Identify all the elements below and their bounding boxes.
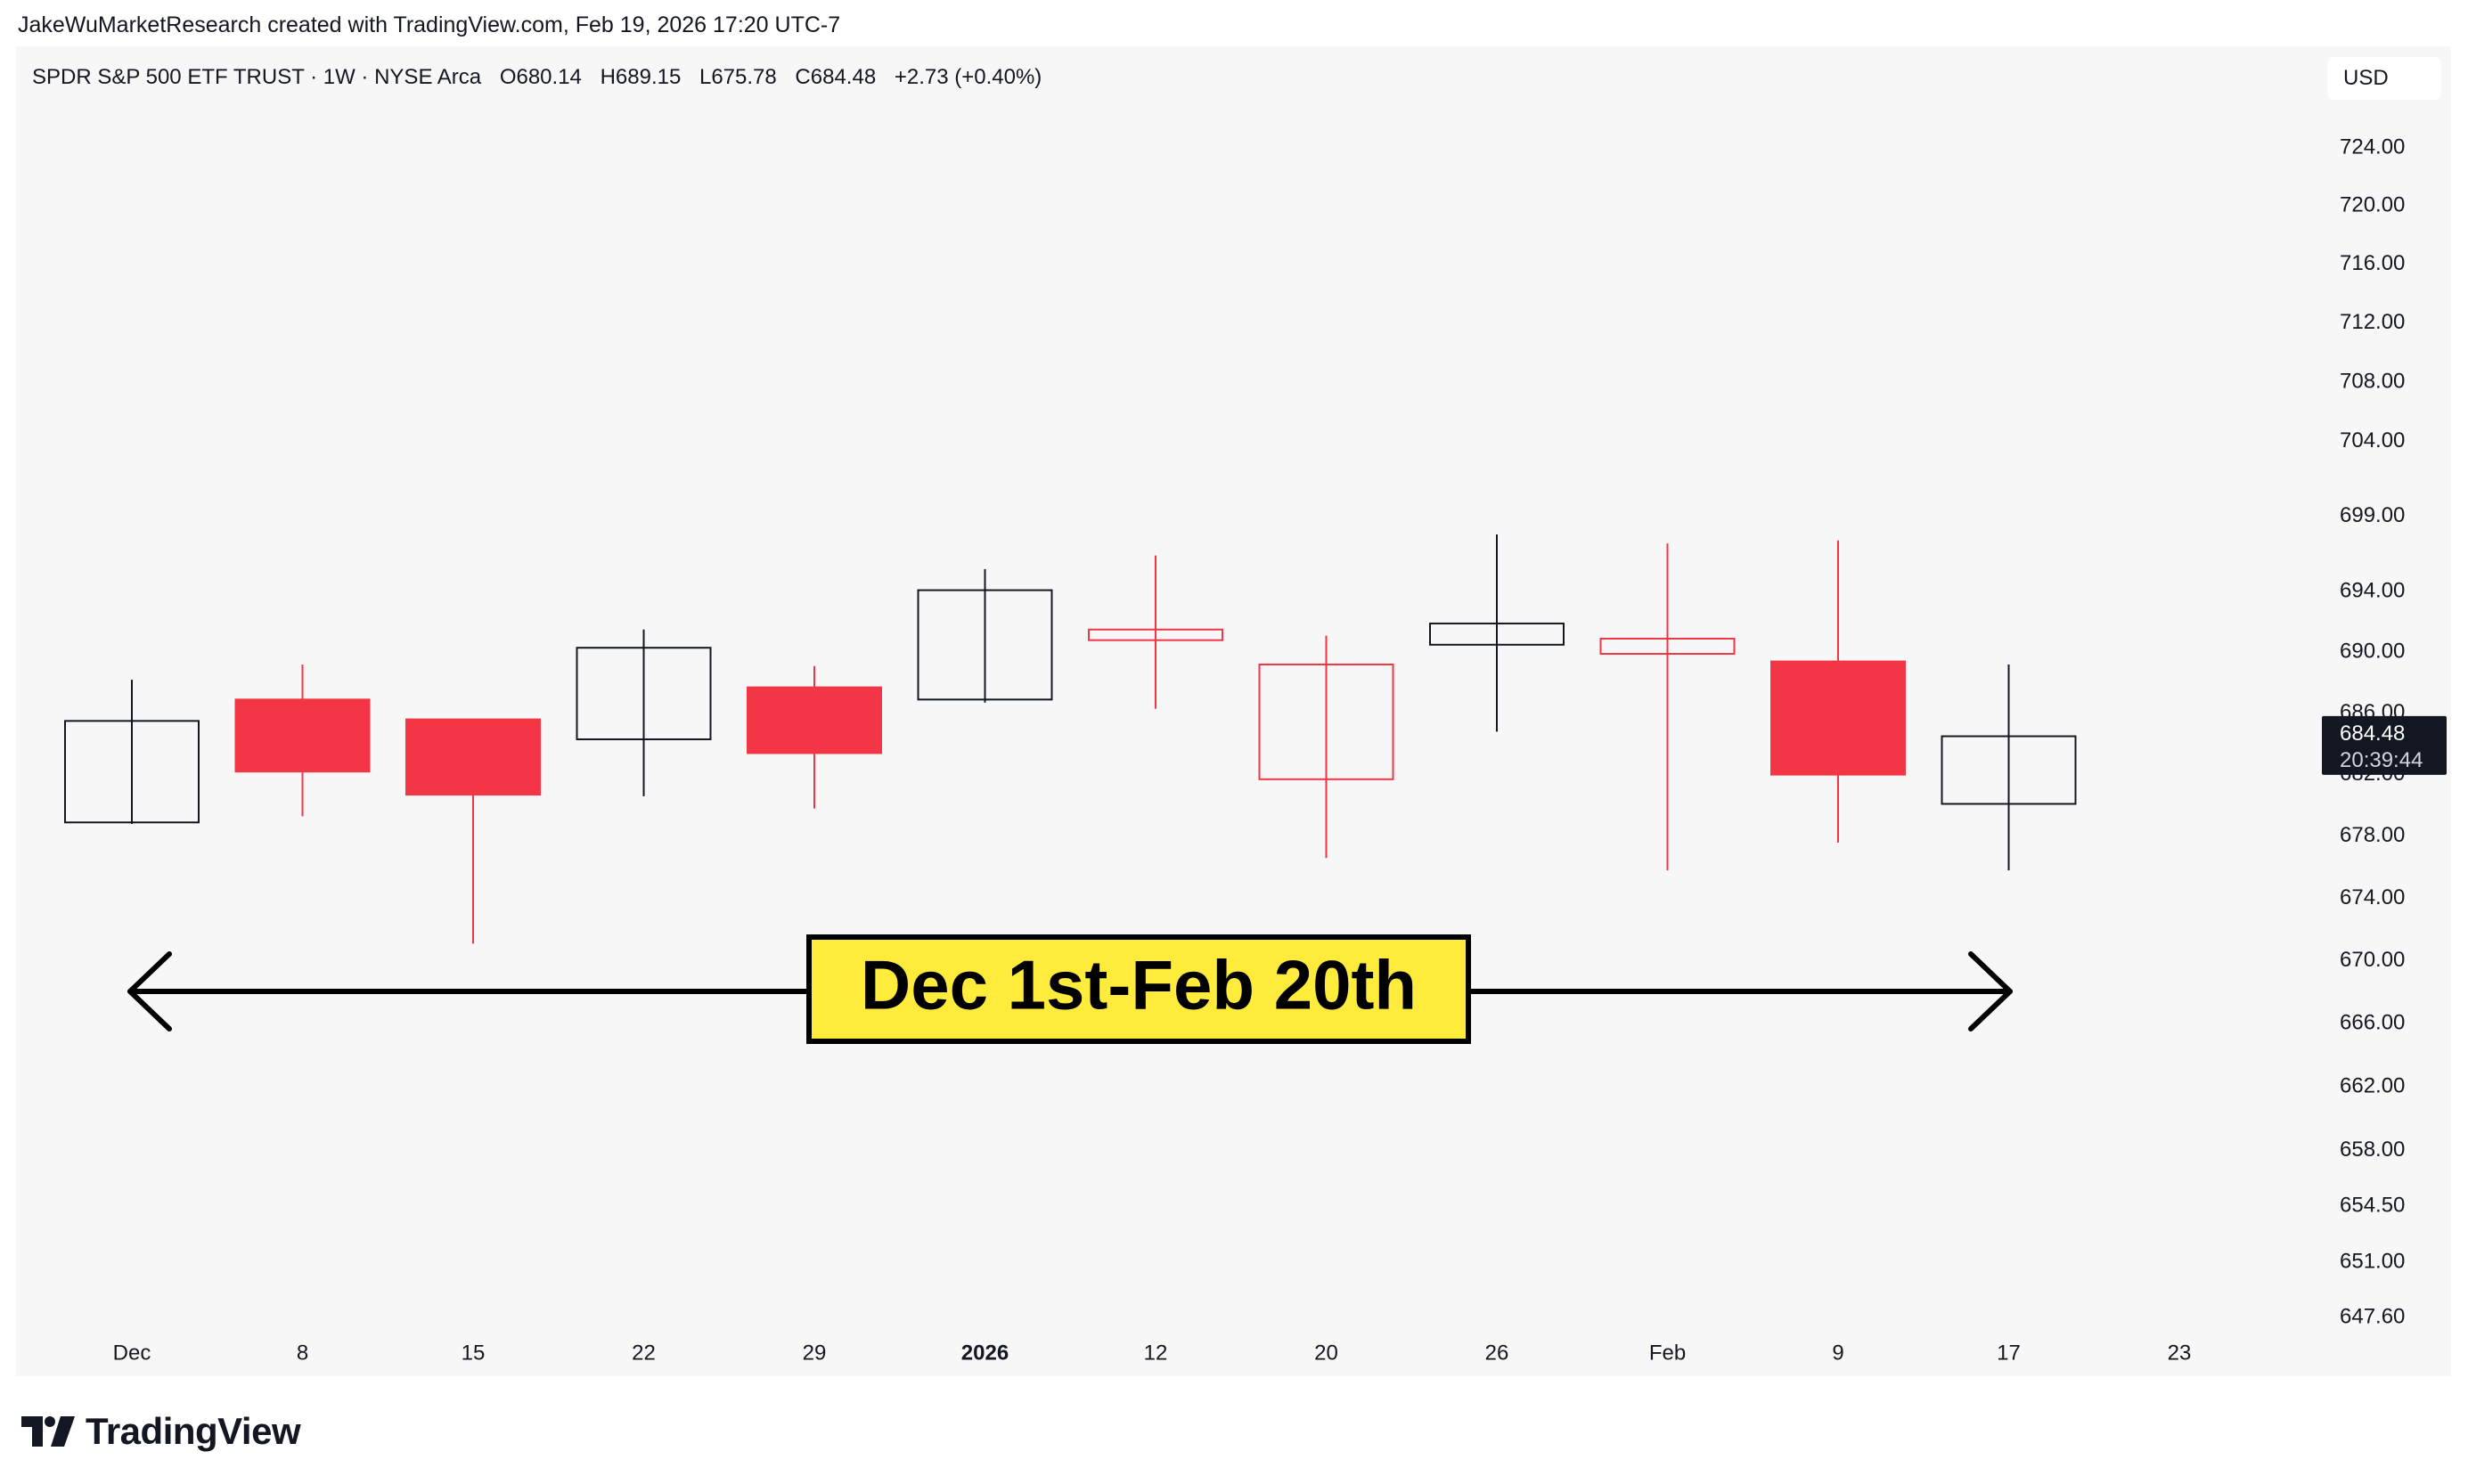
candle-body[interactable] (576, 647, 712, 740)
candle-body[interactable] (234, 698, 371, 773)
last-price-marker (2322, 715, 2447, 775)
ohlc-change: +2.73 (+0.40%) (894, 65, 1042, 89)
y-axis-tick-label: 658.00 (2340, 1137, 2405, 1162)
y-axis-tick-label: 699.00 (2340, 503, 2405, 527)
annotation-arrow-right-head (1968, 951, 2013, 1031)
y-axis-tick-label: 647.60 (2340, 1304, 2405, 1328)
x-axis-tick-label: 29 (803, 1341, 827, 1365)
annotation-label-text: Dec 1st-Feb 20th (861, 946, 1417, 1024)
candle-body[interactable] (1599, 637, 1736, 656)
y-axis-tick-label: 662.00 (2340, 1073, 2405, 1097)
y-axis-tick-label: 712.00 (2340, 310, 2405, 334)
y-axis-tick-label: 670.00 (2340, 948, 2405, 972)
y-axis-tick-label: 720.00 (2340, 193, 2405, 217)
y-axis-tick-label: 704.00 (2340, 428, 2405, 453)
candle-body[interactable] (1941, 735, 2077, 805)
candle-body[interactable] (1088, 628, 1223, 641)
y-axis-tick-label: 674.00 (2340, 885, 2405, 909)
ohlc-high: H689.15 (600, 65, 682, 89)
candle-body[interactable] (1258, 663, 1394, 780)
x-axis-tick-label: Feb (1649, 1341, 1686, 1365)
tradingview-logo[interactable]: TradingView (21, 1407, 301, 1455)
y-axis-tick-label: 724.00 (2340, 135, 2405, 159)
ohlc-open: O680.14 (499, 65, 582, 89)
annotation-arrow-left-head (127, 951, 172, 1031)
x-axis-tick-label: 2026 (961, 1341, 1009, 1365)
symbol-legend: SPDR S&P 500 ETF TRUST · 1W · NYSE Arca … (32, 65, 1054, 90)
candle-body[interactable] (1770, 660, 1906, 776)
chart-area[interactable]: 724.00 720.00 716.00 712.00 708.00 704.00 699.… (16, 46, 2451, 1376)
y-axis-tick-label: 690.00 (2340, 640, 2405, 664)
annotation-label-box[interactable] (806, 934, 1471, 1044)
tradingview-logo-icon (21, 1416, 75, 1447)
symbol-name[interactable]: SPDR S&P 500 ETF TRUST · 1W · NYSE Arca (32, 65, 482, 89)
x-axis-tick-label: 17 (1997, 1341, 2021, 1365)
x-axis-tick-label: 15 (462, 1341, 486, 1365)
candle-body[interactable] (1429, 622, 1565, 646)
bar-countdown-label: 20:39:44 (2340, 748, 2423, 772)
x-axis-tick-label: 26 (1485, 1341, 1509, 1365)
candle-body[interactable] (747, 686, 882, 754)
x-axis-tick-label: 20 (1314, 1341, 1338, 1365)
candle-body[interactable] (64, 720, 200, 824)
y-axis-tick-label: 651.00 (2340, 1250, 2405, 1274)
x-axis-tick-label: 22 (632, 1341, 656, 1365)
attribution-text: JakeWuMarketResearch created with Tradin… (18, 12, 841, 37)
currency-button[interactable]: USD (2327, 57, 2441, 100)
tradingview-logo-text: TradingView (86, 1410, 301, 1452)
y-axis-tick-label: 708.00 (2340, 369, 2405, 393)
x-axis-tick-label: 9 (1832, 1341, 1843, 1365)
x-axis-tick-label: 23 (2168, 1341, 2192, 1365)
y-axis-tick-label: 716.00 (2340, 251, 2405, 275)
y-axis-tick-label: 666.00 (2340, 1010, 2405, 1034)
x-axis-tick-label: 8 (297, 1341, 308, 1365)
x-axis-tick-label: Dec (113, 1341, 151, 1365)
candle-body[interactable] (917, 589, 1053, 701)
candlestick-chart[interactable]: 724.00 720.00 716.00 712.00 708.00 704.00 699.… (16, 46, 2451, 1376)
x-axis-tick-label: 12 (1144, 1341, 1168, 1365)
candle-body[interactable] (405, 718, 541, 796)
y-axis-tick-label: 678.00 (2340, 823, 2405, 847)
ohlc-close: C684.48 (795, 65, 877, 89)
ohlc-low: L675.78 (699, 65, 777, 89)
y-axis-tick-label: 654.50 (2340, 1194, 2405, 1218)
last-price-label: 684.48 (2340, 722, 2405, 746)
y-axis-tick-label: 694.00 (2340, 579, 2405, 603)
